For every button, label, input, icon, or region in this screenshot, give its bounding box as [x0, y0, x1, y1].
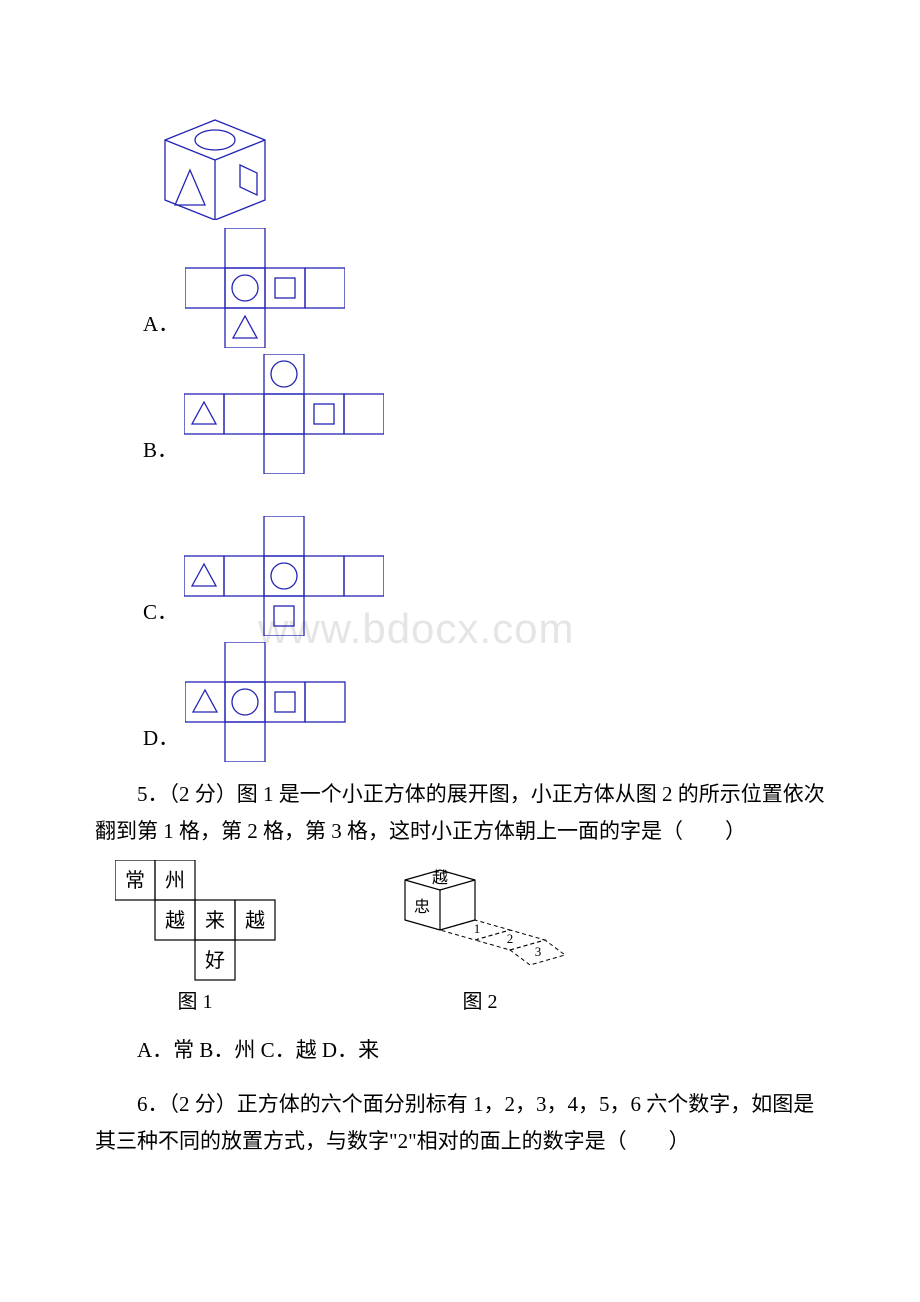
iso-cube-svg: [145, 105, 295, 220]
svg-text:忠: 忠: [414, 898, 430, 916]
net-a: [185, 228, 345, 348]
svg-text:图 1: 图 1: [178, 991, 213, 1013]
q5-figures: 常 州 越 来 越 好 图 1 越 忠: [95, 860, 830, 1020]
option-d: D．: [95, 642, 830, 762]
q5-fig1: 常 州 越 来 越 好 图 1: [115, 860, 315, 1020]
net-d: [185, 642, 385, 762]
option-b-label: B．: [95, 434, 178, 464]
svg-text:常: 常: [125, 869, 145, 892]
net-b: [184, 354, 384, 474]
svg-text:图 2: 图 2: [463, 991, 498, 1013]
svg-text:1: 1: [474, 921, 481, 936]
svg-text:3: 3: [535, 944, 542, 959]
net-c: [184, 516, 384, 636]
svg-text:越: 越: [245, 909, 265, 932]
option-c: C．: [95, 516, 830, 636]
svg-text:好: 好: [205, 949, 225, 972]
svg-text:来: 来: [205, 909, 225, 932]
svg-text:2: 2: [507, 931, 514, 946]
option-b: B．: [95, 354, 830, 474]
option-d-label: D．: [95, 722, 179, 752]
svg-text:越: 越: [165, 909, 185, 932]
cube-figure: [95, 105, 830, 220]
option-a: A．: [95, 228, 830, 348]
q5-answers: A．常 B．州 C．越 D．来: [95, 1032, 830, 1069]
option-a-label: A．: [95, 308, 179, 338]
q5-fig2: 越 忠 1 2 3 图 2: [385, 860, 575, 1020]
svg-text:州: 州: [165, 870, 185, 892]
q5-text: 5．（2 分）图 1 是一个小正方体的展开图，小正方体从图 2 的所示位置依次翻…: [95, 776, 830, 850]
svg-text:越: 越: [432, 869, 448, 887]
option-c-label: C．: [95, 596, 178, 626]
q6-text: 6．（2 分）正方体的六个面分别标有 1，2，3，4，5，6 六个数字，如图是其…: [95, 1086, 830, 1160]
